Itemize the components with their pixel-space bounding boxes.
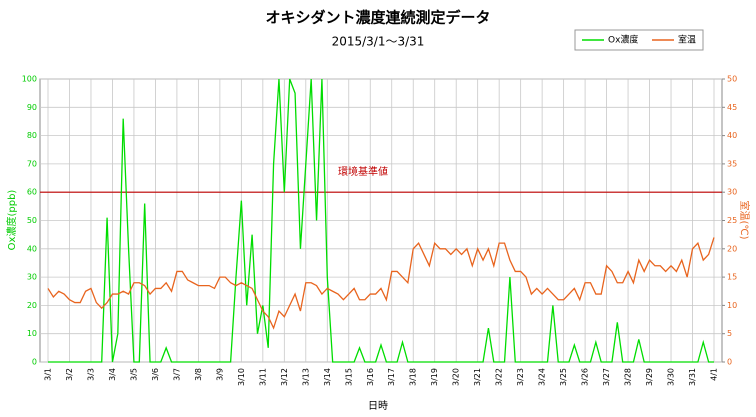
x-tick-label: 3/15 [344, 368, 353, 386]
y-tick-label: 20 [27, 301, 37, 310]
x-tick-label: 3/30 [667, 368, 676, 386]
y2-axis-title: 室温(℃) [738, 200, 751, 239]
x-tick-label: 3/5 [129, 368, 138, 381]
x-tick-label: 3/10 [237, 368, 246, 386]
x-tick-label: 3/7 [172, 368, 181, 381]
y-tick-label: 70 [27, 159, 37, 168]
x-tick-label: 3/25 [559, 368, 568, 386]
x-tick-label: 3/3 [86, 368, 95, 381]
x-tick-label: 3/23 [516, 368, 525, 386]
x-tick-label: 3/26 [581, 368, 590, 386]
y2-tick-label: 0 [727, 358, 732, 367]
x-tick-label: 3/18 [409, 368, 418, 386]
y2-tick-label: 40 [727, 131, 737, 140]
x-tick-label: 3/11 [258, 368, 267, 386]
x-tick-label: 4/1 [710, 368, 719, 381]
y2-tick-label: 50 [727, 75, 737, 84]
reference-label: 環境基準値 [338, 165, 388, 178]
y2-tick-label: 30 [727, 188, 737, 197]
x-tick-label: 3/12 [280, 368, 289, 386]
legend-label: Ox濃度 [608, 34, 638, 46]
y-tick-label: 80 [27, 131, 37, 140]
x-tick-label: 3/31 [688, 368, 697, 386]
x-tick-label: 3/22 [495, 368, 504, 386]
y-tick-label: 40 [27, 244, 37, 253]
x-tick-label: 3/6 [151, 368, 160, 381]
x-tick-label: 3/20 [452, 368, 461, 386]
x-tick-label: 3/2 [65, 368, 74, 381]
x-tick-label: 3/21 [473, 368, 482, 386]
y2-tick-label: 35 [727, 159, 737, 168]
data-line [47, 237, 715, 330]
chart-subtitle: 2015/3/1～3/31 [332, 35, 425, 49]
x-tick-label: 3/28 [624, 368, 633, 386]
y2-tick-label: 20 [727, 244, 737, 253]
x-tick-label: 3/9 [215, 368, 224, 381]
x-tick-label: 3/24 [538, 368, 547, 386]
y2-tick-label: 10 [727, 301, 737, 310]
y2-tick-label: 5 [727, 329, 732, 338]
x-tick-label: 3/1 [44, 368, 53, 381]
x-tick-label: 3/13 [301, 368, 310, 386]
y-tick-label: 10 [27, 329, 37, 338]
x-tick-label: 3/14 [323, 368, 332, 386]
legend-box [574, 29, 704, 51]
data-line [48, 78, 714, 363]
x-tick-label: 3/4 [108, 368, 117, 381]
x-axis-title: 日時 [368, 400, 388, 412]
y-tick-label: 100 [22, 75, 37, 84]
y2-tick-label: 15 [727, 273, 737, 282]
legend-label: 室温 [678, 34, 696, 46]
y-tick-label: 60 [27, 188, 37, 197]
x-tick-label: 3/16 [366, 368, 375, 386]
y-tick-label: 30 [27, 273, 37, 282]
y2-tick-label: 45 [727, 103, 737, 112]
x-tick-label: 3/19 [430, 368, 439, 386]
x-tick-label: 3/29 [645, 368, 654, 386]
y-tick-label: 90 [27, 103, 37, 112]
x-tick-label: 3/8 [194, 368, 203, 381]
y-tick-label: 50 [27, 216, 37, 225]
y-axis-title: Ox濃度(ppb) [5, 190, 18, 251]
y-tick-label: 0 [32, 358, 37, 367]
chart-title: オキシダント濃度連続測定データ [265, 9, 490, 27]
x-tick-label: 3/27 [602, 368, 611, 386]
y2-tick-label: 25 [727, 216, 737, 225]
x-tick-label: 3/17 [387, 368, 396, 386]
